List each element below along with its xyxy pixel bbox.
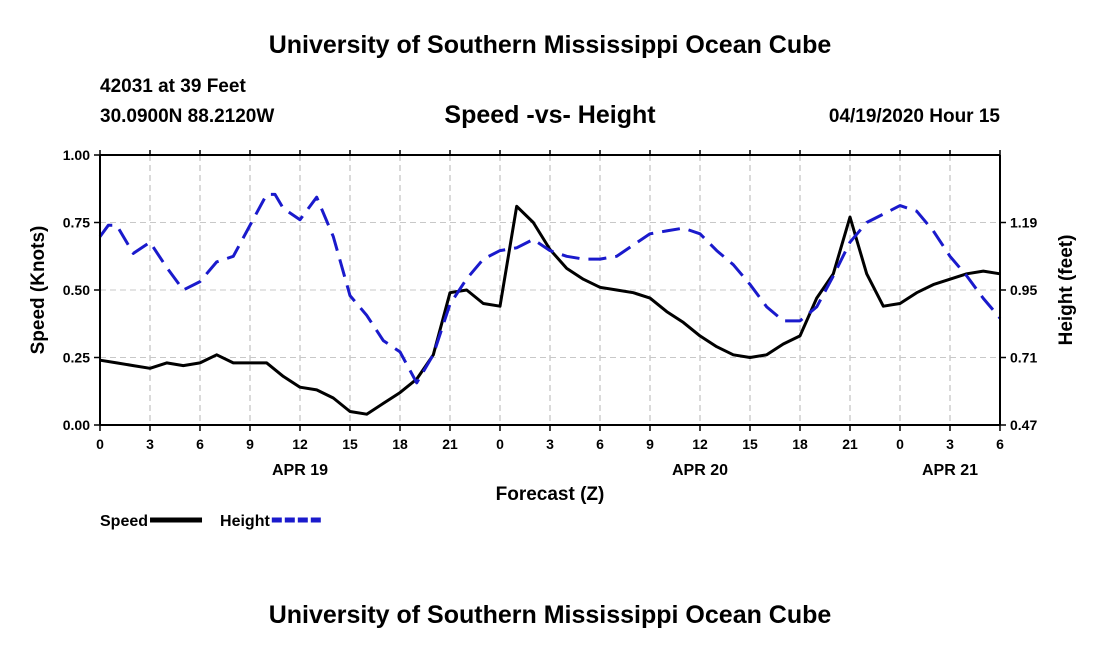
- y-tick-label: 0.00: [63, 417, 90, 433]
- x-tick-label: 12: [292, 436, 308, 452]
- chart-ticks: 0 3 6 9 12 15 18 21 0 3 6 9 12 15 18 21 0 3 6 APR 19 APR 20 A…: [63, 147, 1038, 479]
- chart-grid: [100, 155, 1000, 425]
- y-right-tick-label: 0.47: [1010, 417, 1037, 433]
- chart-series: [98, 192, 1002, 416]
- y-tick-label: 0.25: [63, 350, 90, 366]
- y-tick-label: 1.00: [63, 147, 90, 163]
- date-label: APR 20: [672, 462, 728, 479]
- date-label: APR 19: [272, 462, 328, 479]
- x-tick-label: 0: [96, 436, 104, 452]
- legend-label-speed: Speed: [100, 513, 148, 530]
- x-tick-label: 18: [792, 436, 808, 452]
- y-axis-right-label: Height (feet): [1056, 235, 1077, 346]
- station-label: 42031 at 39 Feet: [100, 76, 246, 97]
- x-tick-label: 9: [646, 436, 654, 452]
- y-axis-label: Speed (Knots): [28, 226, 49, 355]
- chart-title: Speed -vs- Height: [444, 101, 656, 129]
- page-title: University of Southern Mississippi Ocean…: [268, 31, 832, 59]
- y-right-tick-label: 0.95: [1010, 282, 1037, 298]
- x-tick-label: 3: [146, 436, 154, 452]
- x-tick-label: 12: [692, 436, 708, 452]
- station-coordinates: 30.0900N 88.2120W: [100, 106, 275, 127]
- x-tick-label: 0: [896, 436, 904, 452]
- x-tick-label: 6: [996, 436, 1004, 452]
- footer-title: University of Southern Mississippi Ocean…: [268, 601, 832, 629]
- x-tick-label: 3: [546, 436, 554, 452]
- x-tick-label: 21: [442, 436, 458, 452]
- date-label: APR 21: [922, 462, 978, 479]
- y-tick-label: 0.50: [63, 282, 90, 298]
- x-tick-label: 6: [196, 436, 204, 452]
- y-right-tick-label: 0.71: [1010, 350, 1037, 366]
- x-tick-label: 18: [392, 436, 408, 452]
- y-right-tick-label: 1.19: [1010, 215, 1037, 231]
- x-axis-label: Forecast (Z): [496, 484, 605, 505]
- chart-legend: Speed Height: [100, 513, 324, 530]
- x-tick-label: 6: [596, 436, 604, 452]
- x-tick-label: 21: [842, 436, 858, 452]
- forecast-datetime: 04/19/2020 Hour 15: [828, 106, 1000, 127]
- x-tick-label: 15: [742, 436, 758, 452]
- x-tick-label: 3: [946, 436, 954, 452]
- x-tick-label: 9: [246, 436, 254, 452]
- x-tick-label: 0: [496, 436, 504, 452]
- series-line-height: [98, 192, 1002, 385]
- y-tick-label: 0.75: [63, 215, 90, 231]
- x-tick-label: 15: [342, 436, 358, 452]
- legend-label-height: Height: [220, 513, 270, 530]
